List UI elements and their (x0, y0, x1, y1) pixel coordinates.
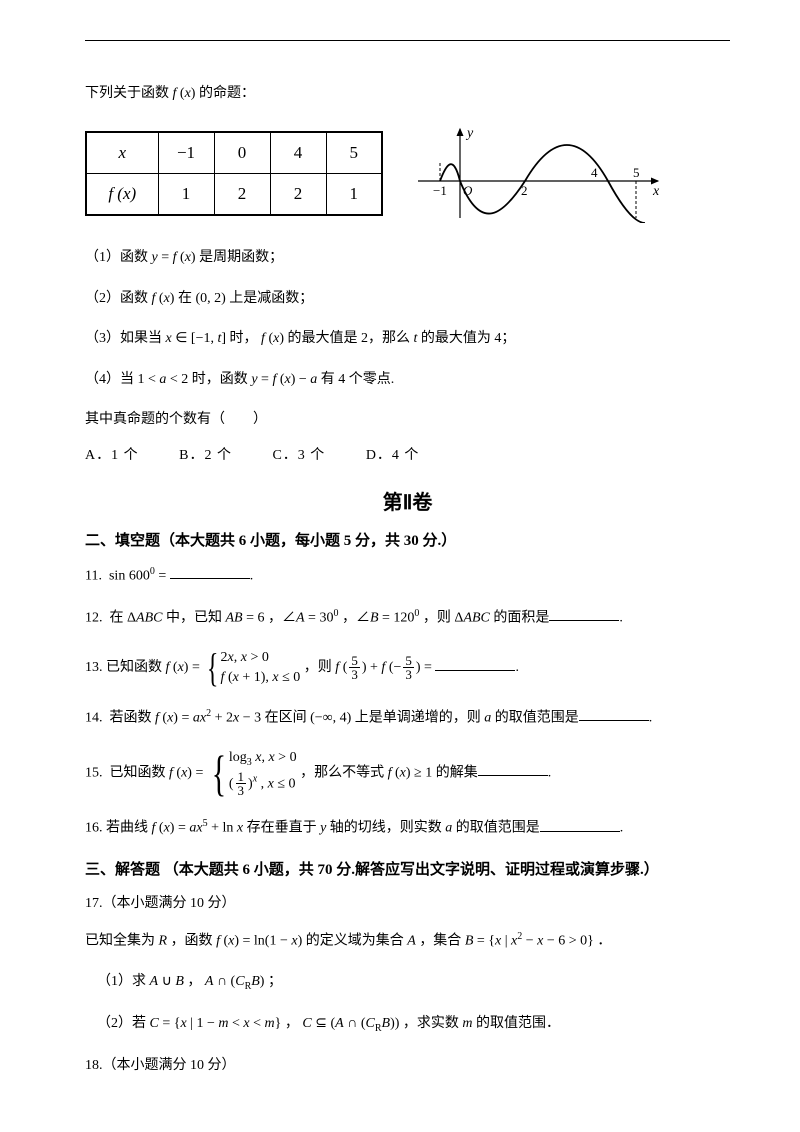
q-num: 14. (85, 710, 103, 725)
cell: 0 (214, 132, 270, 174)
tick-label: 4 (591, 165, 598, 180)
function-graph: −1 O 2 4 5 x y (413, 123, 663, 223)
piecewise-icon: { 2x, x > 0 f (x + 1), x ≤ 0 (203, 648, 300, 688)
proposition-2: （2）函数 f (x) 在 (0, 2) 上是减函数； (85, 288, 730, 310)
tick-label: −1 (433, 183, 447, 198)
page-content: 下列关于函数 f (x) 的命题： x −1 0 4 5 f (x) 1 2 2… (0, 0, 800, 1131)
q-num: 16. (85, 821, 103, 836)
table-row: f (x) 1 2 2 1 (86, 173, 382, 215)
q18-head: 18.（本小题满分 10 分） (85, 1055, 730, 1077)
q17-head: 17.（本小题满分 10 分） (85, 893, 730, 915)
q12: 12. 在 ΔABC 中，已知 AB = 6 ，∠A = 300 ，∠B = 1… (85, 606, 730, 630)
cell: −1 (158, 132, 214, 174)
blank (549, 607, 619, 621)
cell-fx-header: f (x) (86, 173, 158, 215)
q-points: （本小题满分 10 分） (103, 896, 236, 911)
q17-sub2: （2）若 C = {x | 1 − m < x < m} ， C ⊆ (A ∩ … (97, 1013, 730, 1037)
proposition-4: （4）当 1 < a < 2 时，函数 y = f (x) − a 有 4 个零… (85, 369, 730, 391)
q11: 11. sin 6000 = . (85, 564, 730, 588)
choice-c: C．3 个 (272, 445, 325, 467)
intro-text: 下列关于函数 f (x) 的命题： (85, 83, 730, 105)
blank (435, 657, 515, 671)
choices: A．1 个 B．2 个 C．3 个 D．4 个 (85, 445, 730, 467)
q-num: 11. (85, 568, 102, 583)
piecewise-icon: { log3 x, x > 0 (13)x , x ≤ 0 (207, 748, 297, 798)
choice-d: D．4 个 (366, 445, 420, 467)
cell: 4 (270, 132, 326, 174)
origin-label: O (463, 183, 473, 198)
y-axis-label: y (465, 126, 474, 141)
blank (579, 707, 649, 721)
q14: 14. 若函数 f (x) = ax2 + 2x − 3 在区间 (−∞, 4)… (85, 706, 730, 730)
q17-body: 已知全集为 R ，函数 f (x) = ln(1 − x) 的定义域为集合 A … (85, 929, 730, 953)
q-num: 13. (85, 660, 103, 675)
blank (478, 762, 548, 776)
cell: 2 (270, 173, 326, 215)
q15: 15. 已知函数 f (x) = { log3 x, x > 0 (13)x ,… (85, 748, 730, 798)
header-rule (85, 40, 730, 41)
cell: 1 (326, 173, 382, 215)
proposition-1: （1）函数 y = f (x) 是周期函数； (85, 247, 730, 269)
q-num: 12. (85, 610, 103, 625)
q-num: 17. (85, 896, 103, 911)
cell: 5 (326, 132, 382, 174)
cell-x-header: x (86, 132, 158, 174)
tick-label: 2 (521, 183, 528, 198)
tick-label: 5 (633, 165, 640, 180)
cell: 2 (214, 173, 270, 215)
function-table: x −1 0 4 5 f (x) 1 2 2 1 (85, 131, 383, 216)
cell: 1 (158, 173, 214, 215)
x-axis-label: x (652, 184, 660, 199)
section-3-head: 三、解答题 （本大题共 6 小题，共 70 分.解答应写出文字说明、证明过程或演… (85, 858, 730, 879)
proposition-3: （3）如果当 x ∈ [−1, t] 时， f (x) 的最大值是 2，那么 t… (85, 328, 730, 350)
part2-title: 第Ⅱ卷 (85, 486, 730, 515)
q17-sub1: （1）求 A ∪ B ， A ∩ (CRB) ； (97, 971, 730, 995)
figure-row: x −1 0 4 5 f (x) 1 2 2 1 (85, 123, 730, 223)
table-row: x −1 0 4 5 (86, 132, 382, 174)
blank (170, 565, 250, 579)
q16: 16. 若曲线 f (x) = ax5 + ln x 存在垂直于 y 轴的切线，… (85, 816, 730, 840)
choice-b: B．2 个 (179, 445, 232, 467)
question-tail: 其中真命题的个数有（ ） (85, 409, 730, 431)
q-num: 15. (85, 765, 103, 780)
q-points: （本小题满分 10 分） (103, 1058, 236, 1073)
blank (540, 818, 620, 832)
choice-a: A．1 个 (85, 445, 139, 467)
q13: 13. 已知函数 f (x) = { 2x, x > 0 f (x + 1), … (85, 648, 730, 688)
section-2-head: 二、填空题（本大题共 6 小题，每小题 5 分，共 30 分.） (85, 529, 730, 550)
q-num: 18. (85, 1058, 103, 1073)
